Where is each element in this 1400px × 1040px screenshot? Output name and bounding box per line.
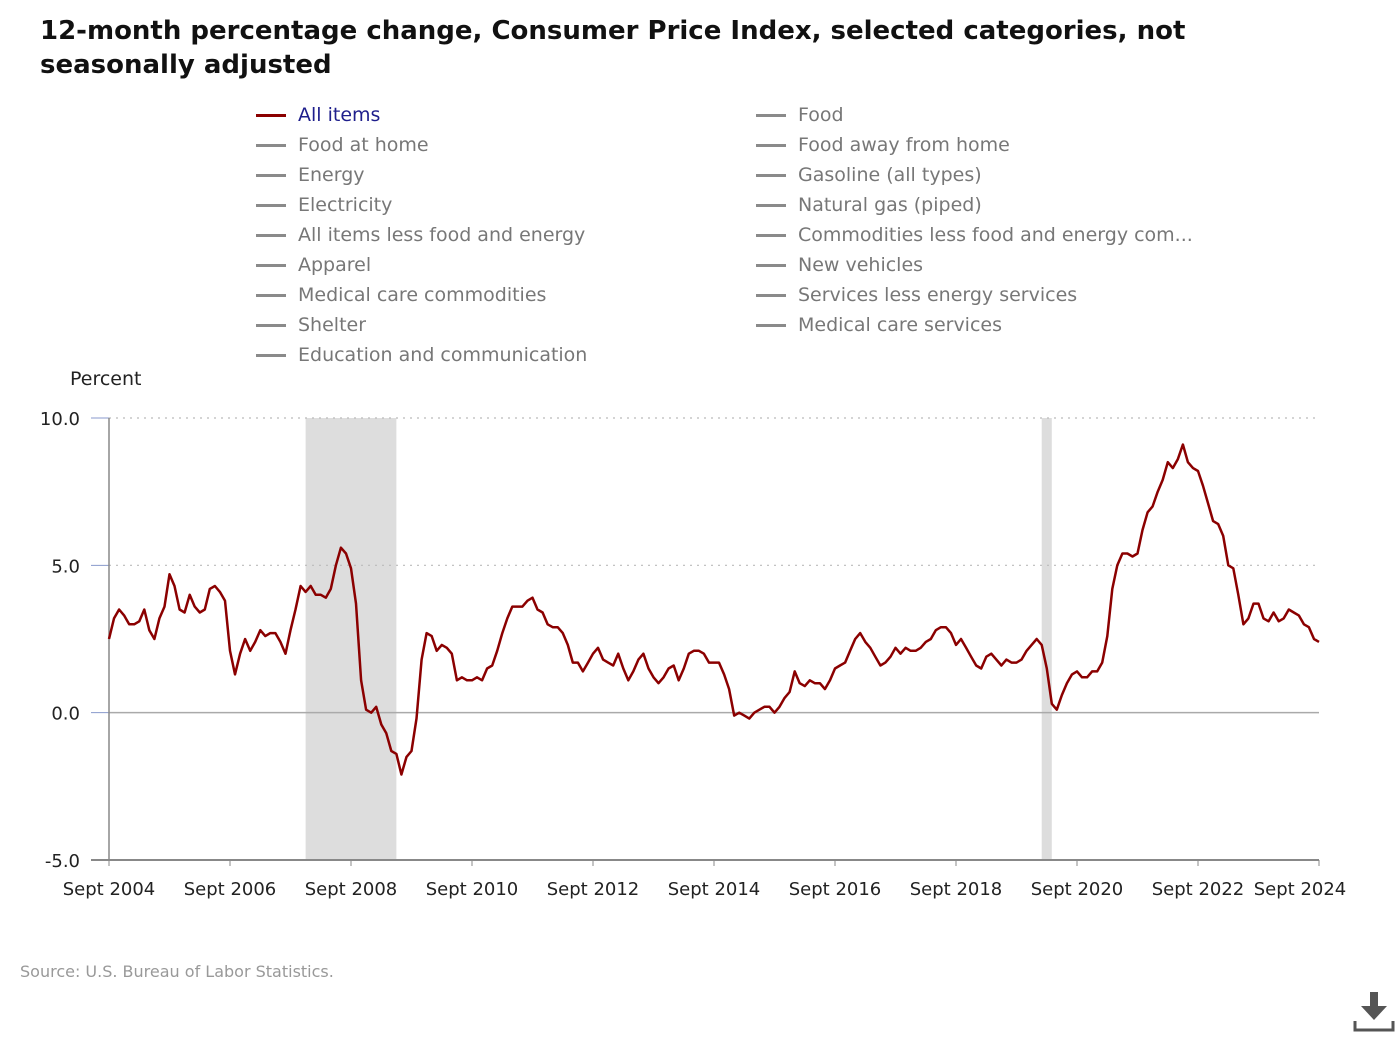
legend-item[interactable]: Gasoline (all types) <box>756 160 982 190</box>
y-tick-label: 5.0 <box>51 556 80 577</box>
x-tick-label: Sept 2014 <box>668 879 761 900</box>
x-tick-label: Sept 2018 <box>910 879 1003 900</box>
chart-title: 12-month percentage change, Consumer Pri… <box>40 16 1186 80</box>
legend-item[interactable]: Electricity <box>256 190 392 220</box>
download-icon[interactable] <box>1352 990 1396 1034</box>
legend-swatch <box>256 203 286 207</box>
recession-bands <box>305 418 1052 860</box>
x-tick-label: Sept 2016 <box>789 879 882 900</box>
x-tick-label: Sept 2006 <box>184 879 277 900</box>
legend-item[interactable]: All items less food and energy <box>256 220 585 250</box>
legend-swatch <box>256 263 286 267</box>
gridlines: 10.0 5.0 0.0 -5.0 <box>40 409 1319 872</box>
legend-item[interactable]: All items <box>256 100 380 130</box>
legend-item[interactable]: Services less energy services <box>756 280 1077 310</box>
x-tick-label: Sept 2022 <box>1152 879 1245 900</box>
x-tick-label: Sept 2010 <box>426 879 519 900</box>
legend-item[interactable]: New vehicles <box>756 250 923 280</box>
legend-item[interactable]: Medical care commodities <box>256 280 546 310</box>
legend-item[interactable]: Medical care services <box>756 310 1002 340</box>
x-tick-label: Sept 2024 <box>1254 879 1347 900</box>
legend-item[interactable]: Food at home <box>256 130 429 160</box>
legend-swatch <box>256 233 286 237</box>
y-tick-label: -5.0 <box>45 851 80 872</box>
legend-swatch <box>756 263 786 267</box>
y-tick-label: 0.0 <box>51 704 80 725</box>
legend-item[interactable]: Food <box>756 100 844 130</box>
axes: Sept 2004 Sept 2006 Sept 2008 Sept 2010 Sept… <box>63 418 1347 900</box>
legend-item[interactable]: Natural gas (piped) <box>756 190 982 220</box>
legend-swatch <box>756 113 786 117</box>
series-line-all-items <box>107 443 1320 776</box>
legend-swatch <box>756 173 786 177</box>
legend-swatch <box>256 323 286 327</box>
legend-item[interactable]: Food away from home <box>756 130 1010 160</box>
series-lines <box>107 443 1320 776</box>
legend-swatch <box>756 323 786 327</box>
x-tick-label: Sept 2008 <box>305 879 398 900</box>
legend-swatch <box>256 113 286 117</box>
x-tick-label: Sept 2020 <box>1031 879 1124 900</box>
recession-band <box>1041 418 1052 860</box>
legend-item[interactable]: Education and communication <box>256 340 587 370</box>
legend-swatch <box>256 143 286 147</box>
legend-swatch <box>756 233 786 237</box>
y-axis-label: Percent <box>70 368 142 390</box>
legend-item[interactable]: Shelter <box>256 310 366 340</box>
legend-swatch <box>256 293 286 297</box>
legend-item[interactable]: Apparel <box>256 250 371 280</box>
legend-swatch <box>756 143 786 147</box>
x-tick-label: Sept 2012 <box>547 879 640 900</box>
x-tick-label: Sept 2004 <box>63 879 156 900</box>
y-tick-label: 10.0 <box>40 409 80 430</box>
legend-swatch <box>756 293 786 297</box>
source-note: Source: U.S. Bureau of Labor Statistics. <box>20 962 334 981</box>
recession-band <box>305 418 397 860</box>
legend-swatch <box>756 203 786 207</box>
legend-item[interactable]: Energy <box>256 160 365 190</box>
legend-item[interactable]: Commodities less food and energy com... <box>756 220 1193 250</box>
legend-swatch <box>256 173 286 177</box>
legend-swatch <box>256 353 286 357</box>
